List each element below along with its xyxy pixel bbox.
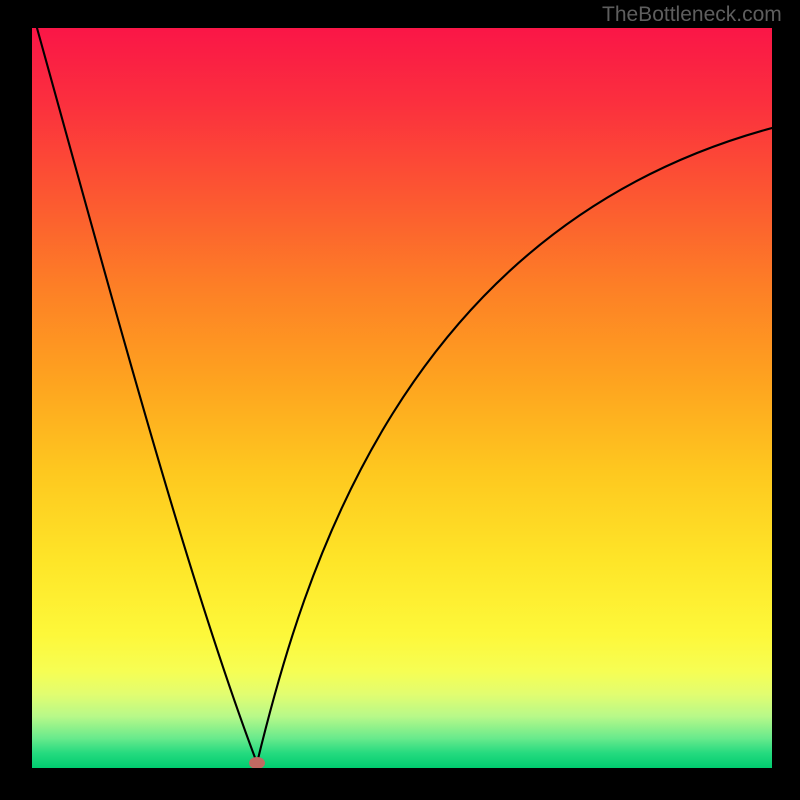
dip-marker — [249, 757, 265, 768]
bottleneck-curve — [32, 28, 772, 768]
plot-area — [32, 28, 772, 768]
watermark-text: TheBottleneck.com — [602, 3, 782, 27]
